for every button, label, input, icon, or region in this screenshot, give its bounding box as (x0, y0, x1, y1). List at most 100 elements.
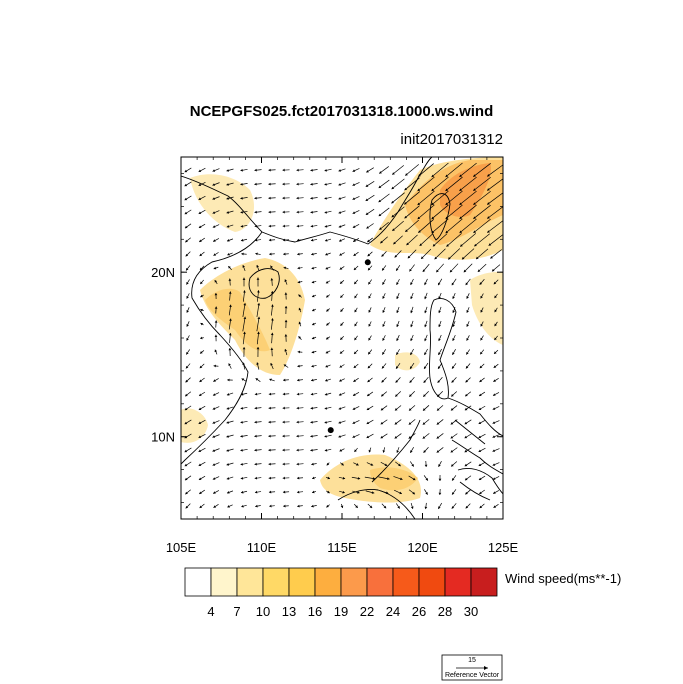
wind-vector-head (382, 352, 385, 355)
wind-vector-head (352, 197, 356, 200)
colorbar-label: 16 (308, 604, 322, 619)
wind-vector-head (365, 198, 369, 201)
wind-vector-head (452, 324, 455, 327)
wind-vector-head (185, 505, 189, 509)
wind-vector-head (395, 366, 399, 369)
wind-vector-head (446, 244, 449, 247)
wind-vector-head (423, 450, 427, 453)
colorbar-label: 26 (412, 604, 426, 619)
wind-vector-head (410, 282, 413, 286)
wind-vector (446, 233, 462, 247)
wind-vector-head (240, 434, 243, 438)
wind-vector-head (438, 338, 441, 342)
wind-vector-head (385, 491, 389, 495)
wind-vector-head (445, 216, 449, 220)
wind-vector-head (326, 462, 330, 466)
wind-vector-head (424, 282, 427, 286)
location-marker (364, 259, 371, 266)
wind-vector-head (352, 407, 356, 410)
wind-vector-head (340, 281, 343, 284)
wind-vector-head (399, 491, 402, 495)
wind-vector-head (212, 183, 216, 186)
wind-vector-head (436, 269, 439, 273)
wind-vector-head (241, 378, 245, 381)
wind-vector-head (448, 256, 451, 260)
wind-vector-head (438, 492, 442, 495)
wind-vector-head (437, 394, 440, 397)
wind-vector-head (212, 169, 216, 172)
wind-vector-head (405, 229, 408, 232)
wind-vector-head (212, 225, 216, 228)
wind-vector (256, 316, 260, 332)
wind-vector-head (342, 476, 346, 480)
wind-vector-head (463, 269, 467, 273)
wind-vectors (184, 162, 503, 510)
map-title: NCEPGFS025.fct2017031318.1000.ws.wind (189, 103, 494, 120)
wind-vector-head (368, 351, 371, 355)
wind-vector-head (353, 365, 357, 368)
wind-vector-head (284, 306, 288, 309)
wind-vector-head (417, 202, 421, 206)
wind-vector-head (410, 450, 413, 453)
wind-vector-head (199, 365, 203, 369)
wind-vector-head (326, 322, 329, 326)
wind-vector-head (282, 476, 285, 480)
wind-vector-head (226, 463, 230, 466)
wind-vector-head (487, 230, 490, 233)
wind-vector-head (184, 407, 188, 411)
colorbar-label: 19 (334, 604, 348, 619)
wind-vector-head (297, 266, 300, 270)
wind-vector-head (240, 238, 244, 242)
wind-vector-head (213, 253, 217, 256)
wind-vector-head (424, 296, 427, 300)
wind-vector-head (296, 434, 299, 438)
wind-vector-head (243, 316, 247, 320)
wind-vector-head (368, 309, 371, 313)
wind-vector-head (490, 256, 493, 259)
wind-vector-head (487, 173, 490, 177)
wind-vector-head (340, 309, 343, 312)
wind-vector-head (257, 331, 260, 335)
wind-vector-head (380, 407, 384, 411)
wind-vector-head (378, 185, 382, 188)
wind-vector-head (381, 379, 385, 383)
wind-vector-head (184, 449, 188, 453)
wind-vector-head (283, 378, 286, 382)
wind-vector-head (324, 182, 327, 186)
wind-vector (404, 177, 420, 191)
wind-vector-head (240, 224, 244, 228)
wind-vector-head (465, 505, 469, 509)
wind-vector-head (268, 490, 272, 494)
wind-vector (487, 164, 503, 177)
wind-vector-head (412, 477, 416, 481)
wind-vector-head (324, 434, 327, 438)
wind-vector-head (431, 174, 435, 178)
wind-vector-head (226, 435, 229, 438)
wind-vector-head (396, 296, 399, 299)
wind-vector-head (198, 477, 202, 480)
wind-vector-head (352, 169, 356, 172)
wind-vector (419, 233, 433, 247)
wind-vector-head (473, 230, 476, 233)
wind-vector-head (282, 182, 285, 186)
wind-vector-head (476, 256, 479, 260)
wind-vector-head (379, 227, 382, 230)
wind-vector-head (312, 322, 315, 326)
wind-vector-head (366, 226, 369, 229)
wind-vector-head (352, 435, 356, 438)
x-tick-label: 105E (166, 540, 197, 555)
wind-vector-head (438, 324, 441, 328)
wind-vector-head (298, 307, 302, 311)
wind-vector-head (212, 435, 216, 438)
wind-vector-head (419, 243, 423, 246)
coast-south-china (181, 157, 433, 245)
wind-vector-head (432, 243, 436, 247)
wind-vector-head (284, 348, 288, 352)
wind-vector-head (378, 213, 382, 217)
wind-vector-head (410, 506, 414, 509)
wind-vector-head (487, 202, 490, 205)
wind-vector-head (324, 196, 327, 200)
wind-vector-head (493, 365, 497, 368)
reference-vector-frame (441, 654, 503, 681)
wind-vector (459, 204, 477, 220)
